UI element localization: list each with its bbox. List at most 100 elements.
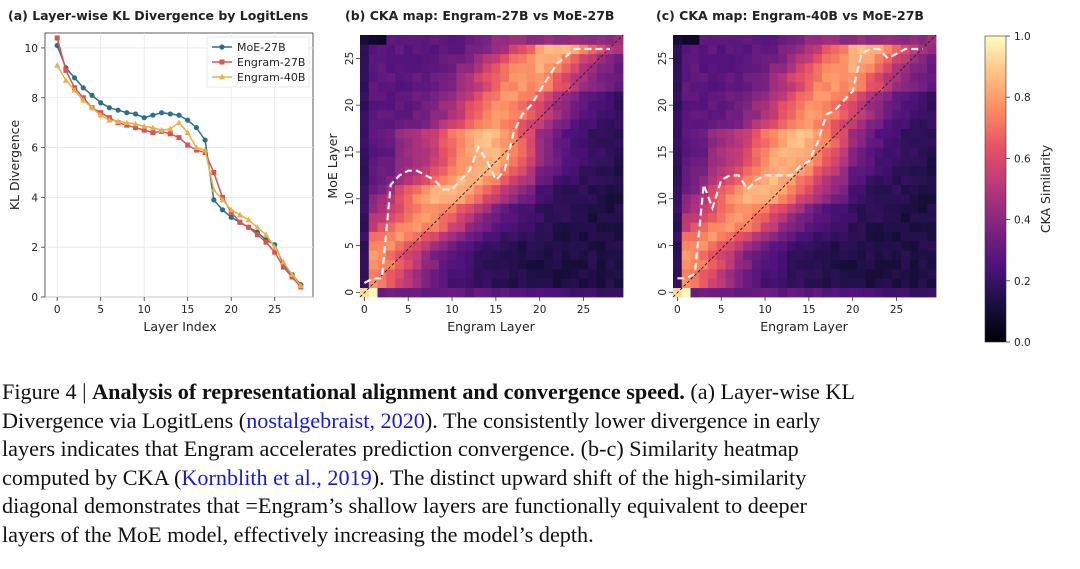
panel-b-heatmap-cell bbox=[552, 119, 563, 129]
panel-c-heatmap-cell bbox=[708, 184, 718, 195]
panel-b-heatmap-cell bbox=[570, 278, 580, 289]
panel-b-heatmap-cell bbox=[517, 287, 527, 298]
panel-c-heatmap-cell bbox=[848, 250, 858, 260]
panel-b-heatmap-cell bbox=[473, 278, 484, 289]
panel-b-y-tick-label: 25 bbox=[344, 52, 356, 65]
panel-c-heatmap-cell bbox=[708, 222, 718, 232]
panel-b-heatmap-cell bbox=[403, 268, 413, 279]
panel-c-heatmap-cell bbox=[708, 128, 718, 139]
panel-c-heatmap-cell bbox=[857, 278, 867, 289]
panel-b-heatmap-cell bbox=[570, 194, 580, 204]
panel-b-heatmap-cell bbox=[377, 91, 387, 101]
panel-c-heatmap-cell bbox=[918, 287, 928, 298]
panel-b-heatmap-cell bbox=[377, 222, 387, 232]
panel-b-heatmap-cell bbox=[377, 72, 387, 83]
panel-b-heatmap-cell bbox=[430, 147, 440, 158]
panel-c-heatmap-cell bbox=[874, 203, 884, 214]
panel-b-heatmap-cell bbox=[465, 63, 475, 73]
panel-b-heatmap-cell bbox=[579, 119, 589, 129]
panel-b-heatmap-cell bbox=[587, 53, 598, 64]
panel-c-heatmap-cell bbox=[795, 147, 805, 158]
data-point-engram-40b bbox=[123, 119, 130, 126]
panel-c-heatmap-cell bbox=[909, 166, 919, 176]
panel-b-heatmap-cell bbox=[500, 250, 510, 260]
panel-b-heatmap-cell bbox=[473, 128, 484, 139]
panel-c-heatmap-cell bbox=[927, 91, 937, 101]
panel-b-heatmap-cell bbox=[456, 203, 466, 214]
data-point-moe-27b bbox=[202, 137, 208, 143]
panel-c-heatmap-cell bbox=[795, 278, 805, 289]
panel-b-heatmap-cell bbox=[517, 100, 527, 111]
panel-b-heatmap-cell bbox=[544, 278, 554, 289]
panel-c-heatmap-cell bbox=[804, 287, 814, 298]
panel-c-heatmap-cell bbox=[909, 259, 919, 270]
panel-c-heatmap-cell bbox=[813, 222, 823, 232]
panel-b-heatmap-cell bbox=[386, 184, 396, 195]
panel-c-heatmap-cell bbox=[900, 222, 911, 232]
panel-b-heatmap-cell bbox=[430, 91, 440, 101]
panel-c-heatmap-cell bbox=[865, 147, 876, 158]
citation-link-nostalgebraist[interactable]: nostalgebraist, 2020 bbox=[246, 407, 425, 433]
panel-b-heatmap-cell bbox=[500, 72, 510, 83]
panel-c-heatmap-cell bbox=[813, 278, 823, 289]
panel-c-heatmap-cell bbox=[699, 63, 709, 73]
citation-link-kornblith[interactable]: Kornblith et al., 2019 bbox=[181, 464, 372, 490]
panel-b-heatmap-cell bbox=[579, 287, 589, 298]
panel-b-heatmap-cell bbox=[579, 194, 589, 204]
panel-c-heatmap-cell bbox=[813, 44, 823, 55]
panel-c-heatmap-cell bbox=[874, 184, 884, 195]
panel-c-heatmap-cell bbox=[927, 203, 937, 214]
panel-b-heatmap-cell bbox=[544, 53, 554, 64]
panel-c-heatmap-cell bbox=[918, 63, 928, 73]
panel-c-heatmap-cell bbox=[918, 166, 928, 176]
panel-c-heatmap-cell bbox=[699, 212, 709, 223]
panel-c-heatmap-cell bbox=[795, 212, 805, 223]
panel-b-heatmap-cell bbox=[368, 128, 378, 139]
panel-b-heatmap-cell bbox=[403, 44, 413, 55]
panel-b-heatmap-cell bbox=[456, 91, 466, 101]
panel-b-heatmap-cell bbox=[456, 109, 466, 120]
panel-c-heatmap-cell bbox=[743, 184, 753, 195]
panel-b-heatmap-cell bbox=[605, 137, 615, 148]
panel-c-heatmap-cell bbox=[786, 35, 797, 45]
panel-c-heatmap-cell bbox=[865, 184, 876, 195]
panel-b-heatmap-cell bbox=[517, 240, 527, 251]
caption-text: ). The distinct upward shift of the high… bbox=[371, 464, 807, 490]
panel-c-heatmap-cell bbox=[865, 231, 876, 242]
panel-c-heatmap-cell bbox=[813, 147, 823, 158]
panel-b-heatmap-cell bbox=[596, 119, 606, 129]
panel-c-heatmap-cell bbox=[786, 194, 797, 204]
panel-c-heatmap-cell bbox=[883, 194, 893, 204]
panel-b-heatmap-cell bbox=[561, 240, 571, 251]
panel-b-heatmap-cell bbox=[587, 268, 598, 279]
data-point-moe-27b bbox=[176, 112, 182, 118]
panel-c-heatmap-cell bbox=[865, 203, 876, 214]
panel-b-heatmap-cell bbox=[438, 222, 449, 232]
panel-c-heatmap-cell bbox=[778, 240, 788, 251]
panel-b-heatmap-cell bbox=[500, 137, 510, 148]
panel-c-heatmap-cell bbox=[857, 119, 867, 129]
panel-c-heatmap-cell bbox=[865, 175, 876, 186]
panel-c-heatmap-cell bbox=[751, 166, 762, 176]
panel-c-heatmap-cell bbox=[795, 259, 805, 270]
data-point-moe-27b bbox=[167, 111, 173, 117]
panel-c-heatmap-cell bbox=[822, 268, 832, 279]
panel-c-heatmap-cell bbox=[813, 259, 823, 270]
panel-b-heatmap-cell bbox=[526, 81, 536, 92]
panel-c-heatmap-cell bbox=[725, 250, 735, 260]
panel-c-heatmap-cell bbox=[690, 166, 700, 176]
panel-b-heatmap-cell bbox=[377, 175, 387, 186]
figure: (a) Layer-wise KL Divergence by LogitLen… bbox=[7, 8, 1053, 349]
panel-c-heatmap-cell bbox=[786, 53, 797, 64]
panel-b-heatmap-cell bbox=[535, 175, 545, 186]
panel-c-heatmap-cell bbox=[725, 109, 735, 120]
panel-c-heatmap-cell bbox=[892, 231, 902, 242]
panel-c-heatmap-cell bbox=[716, 72, 726, 83]
panel-b-heatmap-cell bbox=[605, 35, 615, 45]
panel-b-heatmap-cell bbox=[377, 231, 387, 242]
panel-b-heatmap-cell bbox=[570, 119, 580, 129]
panel-c-heatmap-cell bbox=[909, 100, 919, 111]
panel-c-heatmap-cell bbox=[900, 278, 911, 289]
panel-c-heatmap-cell bbox=[699, 44, 709, 55]
panel-c-heatmap-cell bbox=[927, 63, 937, 73]
